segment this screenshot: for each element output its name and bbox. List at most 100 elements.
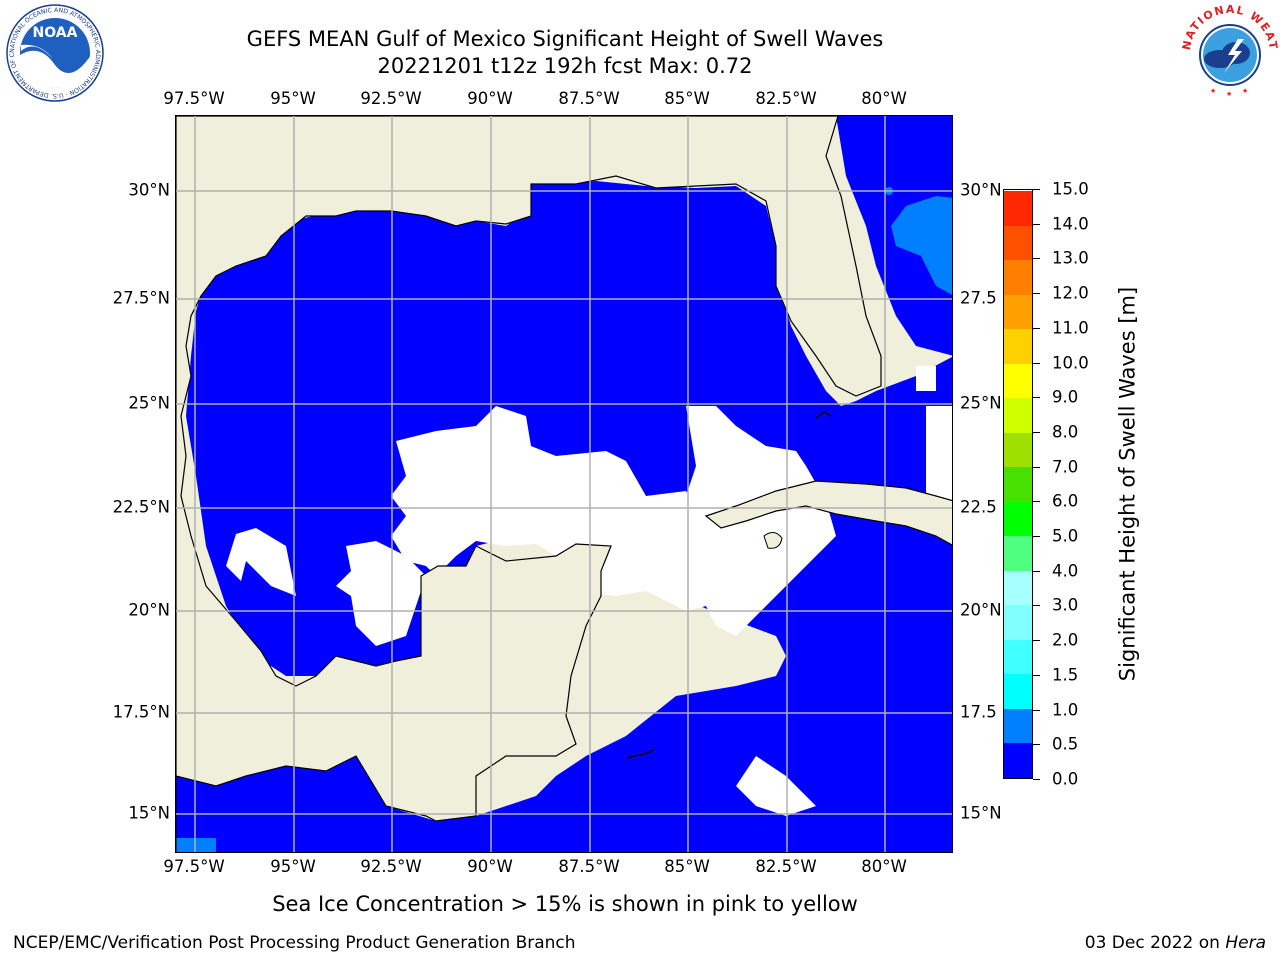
map-gridlines (176, 116, 952, 852)
map-title: GEFS MEAN Gulf of Mexico Significant Hei… (246, 27, 884, 51)
map-panel[interactable] (175, 115, 953, 853)
colorbar-segment (1004, 639, 1032, 675)
colorbar-tick-label: 0.5 (1052, 734, 1079, 754)
land-mexico (176, 116, 882, 852)
colorbar-tick-label: 14.0 (1052, 214, 1089, 234)
calm-region-bahamas (926, 406, 952, 506)
colorbar-segment (1004, 259, 1032, 295)
colorbar-segment (1004, 570, 1032, 606)
colorbar-tick (1033, 189, 1040, 190)
colorbar-segment (1004, 397, 1032, 433)
sea-ice-note: Sea Ice Concentration > 15% is shown in … (272, 892, 858, 916)
calm-region-south (736, 756, 816, 816)
colorbar-tick-label: 12.0 (1052, 283, 1089, 303)
colorbar-tick-label: 15.0 (1052, 179, 1089, 199)
lat-label-right-20n: 20°N (960, 600, 1002, 620)
lat-label-left-17.5n: 17.5°N (112, 702, 170, 722)
svg-text:★: ★ (1226, 90, 1232, 98)
lat-label-left-30n: 30°N (128, 180, 170, 200)
colorbar-segment (1004, 225, 1032, 261)
lon-label-top-90w: 90°W (467, 89, 513, 108)
calm-region-central (391, 406, 716, 596)
colorbar-segment (1004, 604, 1032, 640)
noaa-logo-text: NOAA (33, 25, 78, 41)
colorbar-tick (1033, 501, 1040, 503)
lon-label-bottom-85w: 85°W (664, 857, 710, 876)
colorbar-tick (1033, 258, 1040, 260)
colorbar-tick (1033, 536, 1040, 538)
lon-label-top-92.5w: 92.5°W (360, 89, 422, 108)
lat-label-left-27.5n: 27.5°N (112, 288, 170, 308)
land-small-island-1 (625, 749, 655, 759)
colorbar-segment (1004, 466, 1032, 502)
colorbar-tick (1033, 293, 1040, 295)
footer-branch: NCEP/EMC/Verification Post Processing Pr… (13, 933, 576, 953)
colorbar-label: Significant Height of Swell Waves [m] (1115, 286, 1140, 682)
calm-region-northwest (226, 528, 296, 596)
lon-label-top-97.5w: 97.5°W (163, 89, 225, 108)
colorbar-tick-label: 1.5 (1052, 665, 1079, 685)
colorbar-tick-label: 5.0 (1052, 526, 1079, 546)
land-isle-of-youth (763, 532, 783, 549)
lon-label-top-82.5w: 82.5°W (755, 89, 817, 108)
lat-label-left-22.5n: 22.5°N (112, 497, 170, 517)
colorbar-tick-label: 8.0 (1052, 422, 1079, 442)
lon-label-bottom-90w: 90°W (467, 857, 513, 876)
lon-label-top-85w: 85°W (664, 89, 710, 108)
colorbar-segment (1004, 673, 1032, 709)
colorbar-tick-label: 7.0 (1052, 457, 1079, 477)
land-small-island-2 (815, 411, 833, 419)
colorbar-segment (1004, 742, 1032, 778)
svg-text:★: ★ (1210, 87, 1216, 95)
svg-text:★: ★ (1242, 87, 1248, 95)
colorbar-tick-label: 13.0 (1052, 248, 1089, 268)
lon-label-top-95w: 95°W (270, 89, 316, 108)
colorbar (1003, 189, 1033, 779)
colorbar-tick (1033, 779, 1040, 780)
lon-label-top-87.5w: 87.5°W (558, 89, 620, 108)
lat-label-right-17.5n: 17.5 (960, 702, 997, 722)
colorbar-segment (1004, 190, 1032, 226)
gulf-sea-area (176, 181, 952, 852)
noaa-logo: NATIONAL OCEANIC AND ATMOSPHERIC ADMINIS… (2, 0, 105, 107)
lon-label-bottom-82.5w: 82.5°W (755, 857, 817, 876)
colorbar-segment (1004, 501, 1032, 537)
swell-patch-southwest (176, 838, 216, 852)
land-cuba (704, 480, 952, 546)
colorbar-segment (1004, 708, 1032, 744)
footer-date-text: 03 Dec 2022 on (1084, 933, 1226, 953)
lat-label-left-25n: 25°N (128, 393, 170, 413)
colorbar-segment (1004, 432, 1032, 468)
lat-label-right-30n: 30°N (960, 180, 1002, 200)
colorbar-tick (1033, 640, 1040, 642)
lat-label-right-15n: 15°N (960, 803, 1002, 823)
colorbar-tick (1033, 223, 1040, 225)
lon-label-bottom-87.5w: 87.5°W (558, 857, 620, 876)
colorbar-segment (1004, 294, 1032, 330)
colorbar-tick (1033, 709, 1040, 711)
lat-label-right-27.5n: 27.5 (960, 288, 997, 308)
colorbar-tick-label: 9.0 (1052, 387, 1079, 407)
map-subtitle: 20221201 t12z 192h fcst Max: 0.72 (377, 54, 753, 78)
colorbar-tick (1033, 605, 1040, 607)
colorbar-segment (1004, 535, 1032, 571)
footer-host: Hera (1225, 933, 1266, 953)
colorbar-tick (1033, 744, 1040, 746)
colorbar-tick-label: 3.0 (1052, 595, 1079, 615)
colorbar-tick-label: 2.0 (1052, 630, 1079, 650)
colorbar-tick (1033, 466, 1040, 468)
footer-date: 03 Dec 2022 on Hera (1085, 933, 1266, 953)
lon-label-bottom-80w: 80°W (861, 857, 907, 876)
colorbar-tick-label: 1.0 (1052, 700, 1079, 720)
colorbar-tick (1033, 431, 1040, 433)
map-canvas (176, 116, 952, 852)
lat-label-right-25n: 25°N (960, 393, 1002, 413)
lon-label-bottom-97.5w: 97.5°W (163, 857, 225, 876)
swell-patch-east (891, 196, 952, 295)
colorbar-tick-label: 11.0 (1052, 318, 1089, 338)
colorbar-tick-label: 6.0 (1052, 491, 1079, 511)
colorbar-tick-label: 10.0 (1052, 353, 1089, 373)
calm-region-yucatan (336, 541, 426, 646)
nws-logo: NATIONAL WEATHER SERVICE ★ ★ ★ (1175, 0, 1280, 107)
colorbar-segment (1004, 328, 1032, 364)
